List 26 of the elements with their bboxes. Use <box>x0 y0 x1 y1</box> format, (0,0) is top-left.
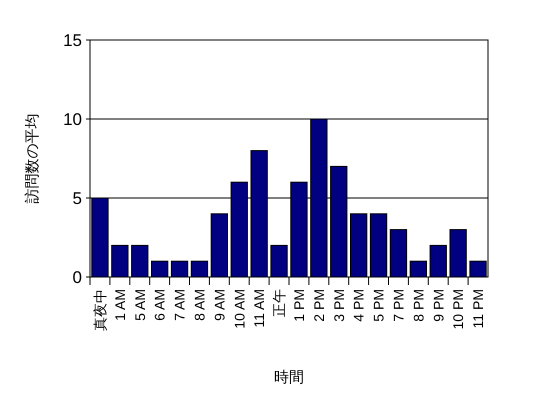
x-tick-label: 8 PM <box>410 289 426 322</box>
y-axis-title: 訪問数の平均 <box>24 114 41 204</box>
x-tick-label: 9 PM <box>430 289 446 322</box>
x-tick-label: 真夜中 <box>92 289 108 331</box>
x-tick-label: 2 PM <box>310 289 327 322</box>
x-tick-label: 正午 <box>271 289 288 317</box>
x-tick-label: 4 PM <box>350 289 367 322</box>
x-tick-label: 11 PM <box>470 289 486 328</box>
y-tick-label: 0 <box>72 268 82 287</box>
x-tick-label: 7 AM <box>172 289 188 321</box>
x-tick-label: 3 PM <box>330 289 347 322</box>
x-tick-label: 9 AM <box>211 289 228 321</box>
x-tick-label: 7 PM <box>390 289 406 322</box>
y-tick-label: 5 <box>72 189 82 208</box>
x-tick-label: 5 PM <box>370 289 387 322</box>
x-tick-label: 6 AM <box>152 289 168 321</box>
x-tick-label: 10 PM <box>450 289 466 330</box>
y-tick-label: 10 <box>63 110 82 129</box>
y-tick-label: 15 <box>63 31 82 50</box>
x-tick-label: 1 PM <box>290 289 307 322</box>
x-tick-label: 5 AM <box>132 289 148 321</box>
x-tick-label: 11 AM <box>251 289 268 328</box>
x-tick-label: 10 AM <box>231 289 248 329</box>
x-tick-label: 8 AM <box>191 289 208 321</box>
x-tick-label: 1 AM <box>112 289 128 321</box>
x-axis-title: 時間 <box>274 369 304 386</box>
